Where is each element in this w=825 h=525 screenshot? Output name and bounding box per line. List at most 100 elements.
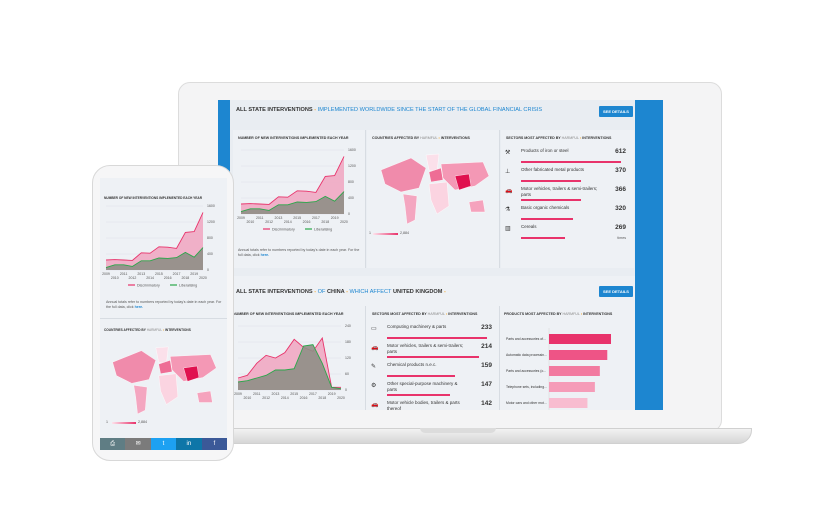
chart-title: NUMBER OF NEW INTERVENTIONS IMPLEMENTED …: [238, 136, 349, 140]
t2: INTERVENTIONS: [165, 328, 191, 332]
phone-screen: NUMBER OF NEW INTERVENTIONS IMPLEMENTED …: [100, 178, 227, 450]
sector-row[interactable]: ⊥ Other fabricated metal products 370: [505, 167, 630, 185]
t: COUNTRIES AFFECTED BY: [372, 136, 420, 140]
phone-area-chart: 0400800120016002009201020112012201320142…: [102, 204, 215, 287]
bar-label: Motor cars and other mot...: [506, 401, 547, 405]
sector-bar: [387, 337, 487, 339]
title-text: ALL STATE INTERVENTIONS: [236, 107, 313, 113]
country-south-america: [402, 193, 418, 225]
y-tick-label: 1200: [348, 164, 356, 168]
sector-bar: [521, 180, 581, 182]
sep: -: [312, 107, 318, 113]
x-tick-label: 2014: [281, 396, 289, 400]
x-tick-label: 2016: [300, 396, 308, 400]
sector-row[interactable]: ⚗ Basic organic chemicals 320: [505, 205, 630, 223]
area-discriminatory: [106, 212, 203, 270]
harmful-toggle[interactable]: HARMFUL: [146, 328, 163, 332]
country-north-america: [380, 157, 427, 193]
car-icon: 🚗: [505, 188, 513, 194]
sector-value: 320: [615, 205, 626, 212]
target-select[interactable]: UNITED KINGDOM: [393, 289, 443, 295]
x-tick-label: 2010: [246, 220, 254, 224]
sector-label: Products of iron or steel: [521, 148, 569, 153]
sector-value: 366: [615, 186, 626, 193]
of: OF: [317, 289, 326, 295]
x-tick-label: 2011: [120, 272, 128, 276]
sector-label: Motor vehicle bodies, trailers & parts t…: [387, 400, 460, 410]
car-icon: 🚗: [371, 345, 379, 351]
sector-row[interactable]: ⚙ Other special-purpose machinery & parts…: [371, 381, 496, 399]
x-tick-label: 2020: [199, 276, 207, 280]
world-map[interactable]: [371, 150, 496, 228]
facebook-share-button[interactable]: f: [201, 438, 227, 450]
here-link[interactable]: here.: [260, 253, 270, 257]
harmful-toggle[interactable]: HARMFUL: [562, 312, 580, 316]
area-discriminatory: [241, 156, 344, 214]
see-details-button-2[interactable]: SEE DETAILS: [599, 286, 633, 297]
line-discriminatory: [105, 212, 204, 261]
subtitle: IMPLEMENTED WORLDWIDE SINCE THE START OF…: [317, 107, 543, 113]
bar-label: Parts and accessories (o...: [506, 369, 546, 373]
sector-row[interactable]: ⚒ Products of iron or steel 612: [505, 148, 630, 166]
bar: [549, 366, 600, 376]
x-tick-label: 2013: [137, 272, 145, 276]
area-chart: 0400800120016002009201020112012201320142…: [237, 148, 356, 231]
harmful-toggle[interactable]: HARMFUL: [561, 136, 580, 140]
y-tick-label: 800: [207, 236, 213, 240]
legend-min: 1: [106, 420, 108, 424]
bar: [549, 334, 611, 344]
bar: [549, 350, 608, 360]
y-tick-label: 400: [348, 196, 354, 200]
sector-bar: [387, 356, 479, 358]
bar: [549, 398, 588, 408]
sectors-title: SECTORS MOST AFFECTED BY HARMFUL • INTER…: [506, 136, 612, 140]
sector-bar: [521, 218, 573, 220]
chemical-icon: ✎: [371, 364, 377, 370]
area-liberalising: [241, 191, 344, 214]
sector-row[interactable]: ✎ Chemical products n.e.c. 159: [371, 362, 496, 380]
here-link[interactable]: here.: [134, 305, 144, 309]
sector-value: 159: [481, 362, 492, 369]
facebook-icon: f: [213, 441, 216, 447]
sector-bar: [521, 161, 621, 163]
twitter-icon: t: [162, 441, 165, 447]
legend-liberalising: Liberalising: [179, 283, 197, 287]
map-card: COUNTRIES AFFECTED BY HARMFUL • INTERVEN…: [367, 130, 500, 268]
line-liberalising: [237, 344, 342, 390]
see-details-button[interactable]: SEE DETAILS: [599, 106, 633, 117]
t2: INTERVENTIONS: [582, 136, 612, 140]
mail-share-button[interactable]: ✉: [125, 438, 151, 450]
sectors-card: SECTORS MOST AFFECTED BY HARMFUL • INTER…: [501, 130, 634, 268]
sector-label: Other special-purpose machinery & parts: [387, 381, 458, 392]
harmful-toggle[interactable]: HARMFUL: [420, 136, 438, 140]
y-tick-label: 1600: [348, 148, 356, 152]
x-tick-label: 2019: [328, 392, 336, 396]
country-africa: [158, 373, 179, 405]
sector-row[interactable]: 🚗 Motor vehicle bodies, trailers & parts …: [371, 400, 496, 410]
sector-label: Other fabricated metal products: [521, 167, 585, 172]
country-select[interactable]: CHINA: [327, 289, 345, 295]
twitter-share-button[interactable]: t: [150, 438, 177, 450]
sector-row[interactable]: ▭ Computing machinery & parts 233: [371, 324, 496, 342]
sector-row[interactable]: 🚗 Motor vehicles, trailers & semi-trailer…: [371, 343, 496, 361]
bolt-icon: ⊥: [505, 169, 511, 175]
sector-row[interactable]: ▥ Cereals 269: [505, 224, 630, 242]
print-share-button[interactable]: ⎙: [100, 438, 126, 450]
x-tick-label: 2018: [318, 396, 326, 400]
x-tick-label: 2020: [337, 396, 345, 400]
sector-bar: [387, 375, 455, 377]
x-tick-label: 2012: [129, 276, 137, 280]
x-tick-label: 2013: [272, 392, 280, 396]
products-title: PRODUCTS MOST AFFECTED BY HARMFUL • INTE…: [504, 312, 613, 316]
x-tick-label: 2020: [340, 220, 348, 224]
linkedin-share-button[interactable]: in: [176, 438, 202, 450]
bar: [549, 382, 595, 392]
world-map[interactable]: [103, 343, 223, 418]
line-discriminatory: [240, 156, 345, 205]
x-tick-label: 2018: [321, 220, 329, 224]
x-tick-label: 2011: [253, 392, 261, 396]
x-tick-label: 2019: [190, 272, 198, 276]
sector-row[interactable]: 🚗 Motor vehicles, trailers & semi-trailer…: [505, 186, 630, 204]
harmful-toggle[interactable]: HARMFUL: [427, 312, 446, 316]
chart-title: NUMBER OF NEW INTERVENTIONS IMPLEMENTED …: [233, 312, 344, 316]
